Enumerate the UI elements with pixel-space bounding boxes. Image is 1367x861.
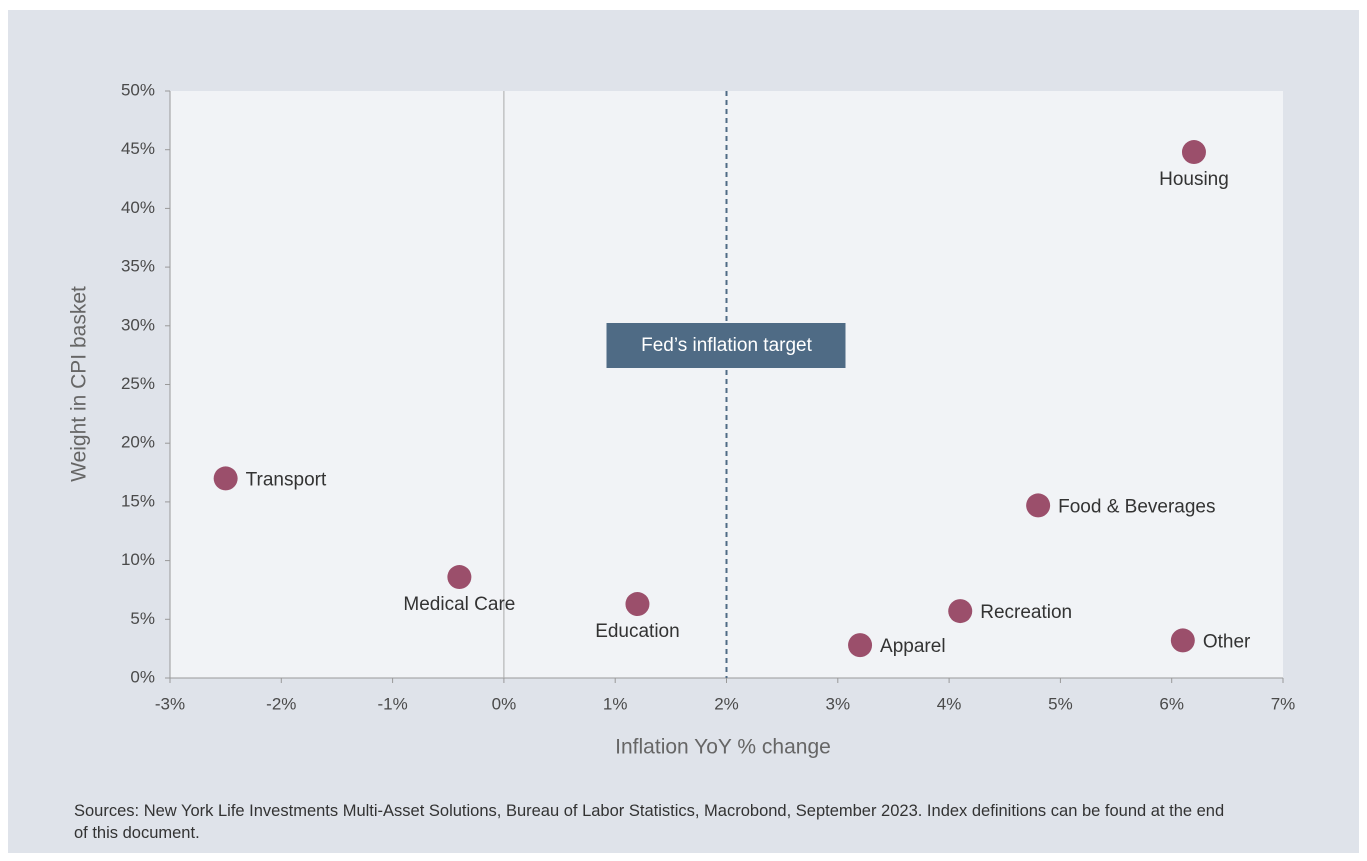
point-label: Other (1203, 631, 1251, 652)
x-tick-label: -1% (377, 694, 407, 713)
y-tick-label: 15% (121, 491, 155, 510)
annotation-box (606, 323, 846, 368)
point (848, 633, 873, 658)
point (1181, 140, 1206, 165)
point (1170, 628, 1195, 653)
y-axis-label: Weight in CPI basket (68, 286, 91, 482)
y-tick-label: 45% (121, 139, 155, 158)
y-tick-label: 10% (121, 550, 155, 569)
x-tick-label: -3% (155, 694, 185, 713)
x-tick-label: 0% (492, 694, 517, 713)
point-label: Housing (1159, 169, 1229, 190)
y-tick-label: 0% (130, 667, 155, 686)
y-tick-label: 5% (130, 609, 155, 628)
source-note: Sources: New York Life Investments Multi… (74, 802, 1225, 842)
x-tick-label: 4% (937, 694, 962, 713)
point-label: Transport (246, 469, 327, 490)
point-label: Food & Beverages (1058, 496, 1215, 517)
point (1026, 493, 1051, 518)
y-tick-label: 40% (121, 198, 155, 217)
y-tick-label: 35% (121, 257, 155, 276)
x-tick-label: 1% (603, 694, 628, 713)
x-tick-label: 2% (714, 694, 739, 713)
annotation-text: Fed’s inflation target (641, 335, 812, 356)
chart-frame: Inflation YoY % change Weight in CPI bas… (8, 10, 1359, 853)
point (948, 599, 973, 624)
x-tick-label: 6% (1159, 694, 1184, 713)
point-label: Education (595, 621, 680, 642)
x-axis-label: Inflation YoY % change (615, 736, 831, 759)
y-tick-label: 25% (121, 374, 155, 393)
y-tick-label: 20% (121, 433, 155, 452)
x-tick-label: 3% (826, 694, 851, 713)
chart: Inflation YoY % change Weight in CPI bas… (68, 80, 1296, 759)
point (213, 466, 238, 491)
y-tick-label: 50% (121, 80, 155, 99)
point (447, 565, 472, 590)
x-tick-label: 5% (1048, 694, 1073, 713)
x-tick-label: -2% (266, 694, 296, 713)
point (625, 592, 650, 617)
point-label: Medical Care (403, 594, 515, 615)
point-label: Apparel (880, 636, 946, 657)
y-tick-label: 30% (121, 315, 155, 334)
x-tick-label: 7% (1271, 694, 1296, 713)
point-label: Recreation (980, 602, 1072, 623)
